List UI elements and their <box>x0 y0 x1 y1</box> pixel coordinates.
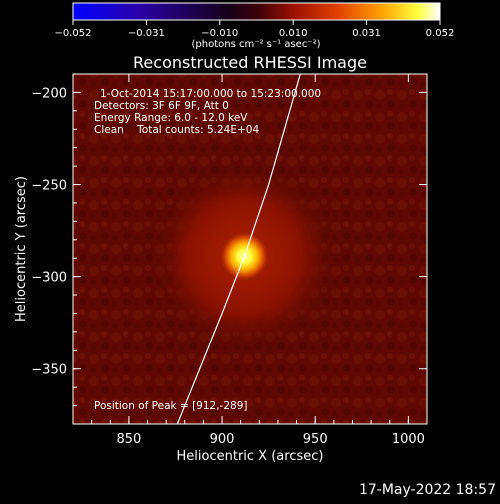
x-tick-label: 1000 <box>392 432 425 447</box>
x-tick-label: 900 <box>210 432 235 447</box>
info-detectors: Detectors: 3F 6F 9F, Att 0 <box>94 100 229 112</box>
y-tick-label: −200 <box>31 86 67 101</box>
plot-frame <box>72 73 428 425</box>
peak-position-text: Position of Peak = [912,-289] <box>94 400 248 412</box>
y-tick-label: −300 <box>31 271 67 286</box>
colorbar-tick-label: 0.052 <box>426 28 455 39</box>
image-panel <box>73 74 427 424</box>
colorbar-unit-label: (photons cm⁻² s⁻¹ asec⁻²) <box>191 39 320 50</box>
observation-info: 1-Oct-2014 15:17:00.000 to 15:23:00.000 … <box>94 88 321 136</box>
timestamp: 17-May-2022 18:57 <box>359 482 496 498</box>
colorbar-tick-label: −0.010 <box>201 28 238 39</box>
y-tick-label: −250 <box>31 179 67 194</box>
info-energy-range: Energy Range: 6.0 - 12.0 keV <box>94 112 248 124</box>
colorbar-gradient <box>72 2 441 21</box>
colorbar: −0.052 −0.031 −0.010 0.010 0.031 0.052 (photo… <box>54 2 454 50</box>
y-axis-label: Heliocentric Y (arcsec) <box>14 176 29 322</box>
x-tick-label: 950 <box>303 432 328 447</box>
colorbar-tick-label: −0.031 <box>128 28 165 39</box>
x-axis: 850 900 950 1000 <box>72 74 428 447</box>
y-axis: −200 −250 −300 −350 <box>31 73 427 425</box>
info-clean-counts: Clean Total counts: 5.24E+04 <box>94 124 259 136</box>
colorbar-ticks: −0.052 −0.031 −0.010 0.010 0.031 0.052 <box>54 20 454 39</box>
x-axis-label: Heliocentric X (arcsec) <box>177 449 324 464</box>
y-tick-label: −350 <box>31 363 67 378</box>
image-title: Reconstructed RHESSI Image <box>133 53 367 72</box>
colorbar-tick-label: 0.010 <box>279 28 308 39</box>
info-time-range: 1-Oct-2014 15:17:00.000 to 15:23:00.000 <box>100 88 321 100</box>
colorbar-tick-label: −0.052 <box>54 28 91 39</box>
solar-limb-curve <box>176 74 301 424</box>
x-tick-label: 850 <box>116 432 141 447</box>
colorbar-tick-label: 0.031 <box>352 28 381 39</box>
